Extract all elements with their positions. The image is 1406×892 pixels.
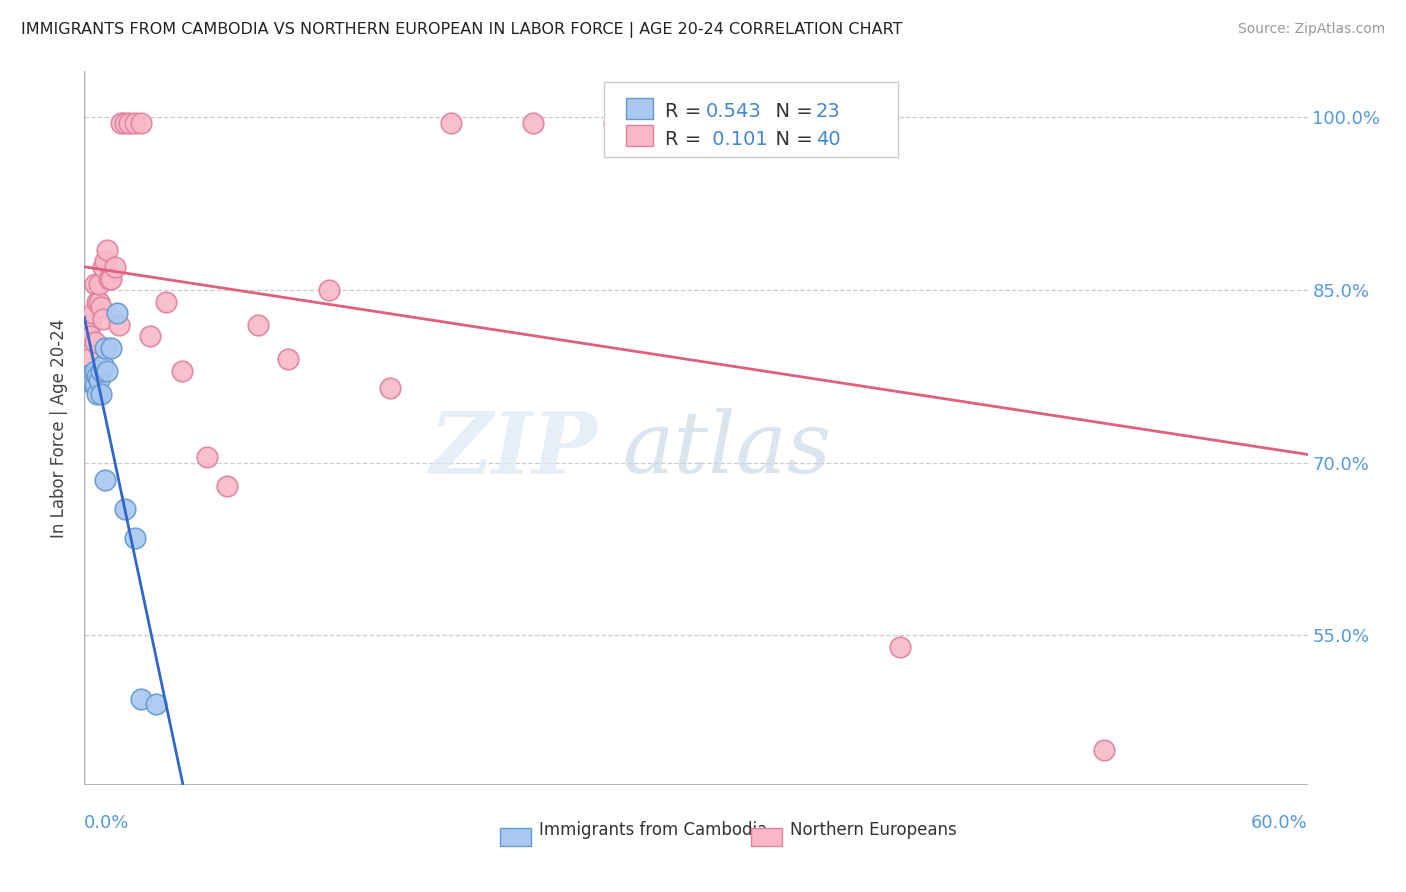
Text: 23: 23 (815, 102, 841, 121)
Text: 0.101: 0.101 (706, 130, 768, 149)
Point (90, 386, 112, 401)
Point (93, 473, 115, 487)
Point (889, 640, 911, 654)
Point (87, 277, 110, 292)
Point (83, 363, 105, 377)
Point (685, 116, 707, 130)
Point (96, 243, 118, 257)
Point (86, 369, 108, 384)
Point (83, 277, 105, 292)
Point (87, 373, 110, 387)
Point (82, 375, 104, 389)
FancyBboxPatch shape (626, 125, 654, 146)
Point (93, 254, 115, 268)
Text: ZIP: ZIP (430, 408, 598, 491)
Point (603, 116, 626, 130)
Point (108, 318, 131, 332)
Point (77, 352, 100, 367)
Point (93, 341, 115, 355)
Point (77, 369, 100, 384)
Point (124, 531, 146, 545)
Point (91, 311, 114, 326)
Point (83, 377, 105, 392)
Point (172, 363, 194, 377)
Point (87, 294, 110, 309)
Point (380, 381, 402, 395)
Point (277, 352, 299, 367)
Point (79, 369, 101, 384)
Text: 0.543: 0.543 (706, 102, 762, 121)
Point (217, 479, 239, 493)
Point (440, 116, 463, 130)
Point (100, 341, 122, 355)
Text: 0.0%: 0.0% (84, 814, 129, 831)
Point (155, 294, 177, 309)
FancyBboxPatch shape (605, 82, 898, 157)
Point (145, 698, 167, 712)
Point (79, 329, 101, 343)
Point (90, 301, 112, 315)
Point (75, 318, 97, 332)
Text: Source: ZipAtlas.com: Source: ZipAtlas.com (1237, 22, 1385, 37)
FancyBboxPatch shape (626, 98, 654, 120)
Point (104, 260, 127, 274)
Point (96, 363, 118, 377)
Point (1092, 743, 1115, 757)
Point (86, 386, 108, 401)
Point (118, 116, 141, 130)
Point (522, 116, 544, 130)
Point (79, 375, 101, 389)
Point (787, 116, 810, 130)
Point (82, 306, 104, 320)
Point (246, 318, 269, 332)
Point (131, 116, 153, 130)
Point (75, 369, 97, 384)
Point (114, 116, 136, 130)
Point (91, 358, 114, 372)
FancyBboxPatch shape (751, 828, 782, 846)
Point (138, 329, 160, 343)
Text: R =: R = (665, 102, 707, 121)
Y-axis label: In Labor Force | Age 20-24: In Labor Force | Age 20-24 (51, 318, 69, 538)
Text: atlas: atlas (623, 409, 832, 491)
Point (90, 363, 112, 377)
Point (105, 306, 128, 320)
Point (195, 450, 218, 464)
Point (79, 318, 101, 332)
Point (83, 334, 105, 349)
Text: IMMIGRANTS FROM CAMBODIA VS NORTHERN EUROPEAN IN LABOR FORCE | AGE 20-24 CORRELA: IMMIGRANTS FROM CAMBODIA VS NORTHERN EUR… (21, 22, 903, 38)
Point (82, 369, 104, 384)
Point (86, 294, 108, 309)
Point (100, 271, 122, 285)
Point (97, 271, 120, 285)
Text: N =: N = (763, 102, 820, 121)
Text: Immigrants from Cambodia: Immigrants from Cambodia (540, 821, 768, 838)
Text: R =: R = (665, 130, 707, 149)
Point (110, 116, 132, 130)
Point (114, 501, 136, 516)
Text: Northern Europeans: Northern Europeans (790, 821, 957, 838)
Text: 60.0%: 60.0% (1251, 814, 1308, 831)
Point (318, 283, 340, 297)
Point (124, 116, 146, 130)
FancyBboxPatch shape (501, 828, 531, 846)
Point (131, 691, 153, 706)
Text: N =: N = (763, 130, 820, 149)
Text: 40: 40 (815, 130, 841, 149)
Point (91, 260, 114, 274)
